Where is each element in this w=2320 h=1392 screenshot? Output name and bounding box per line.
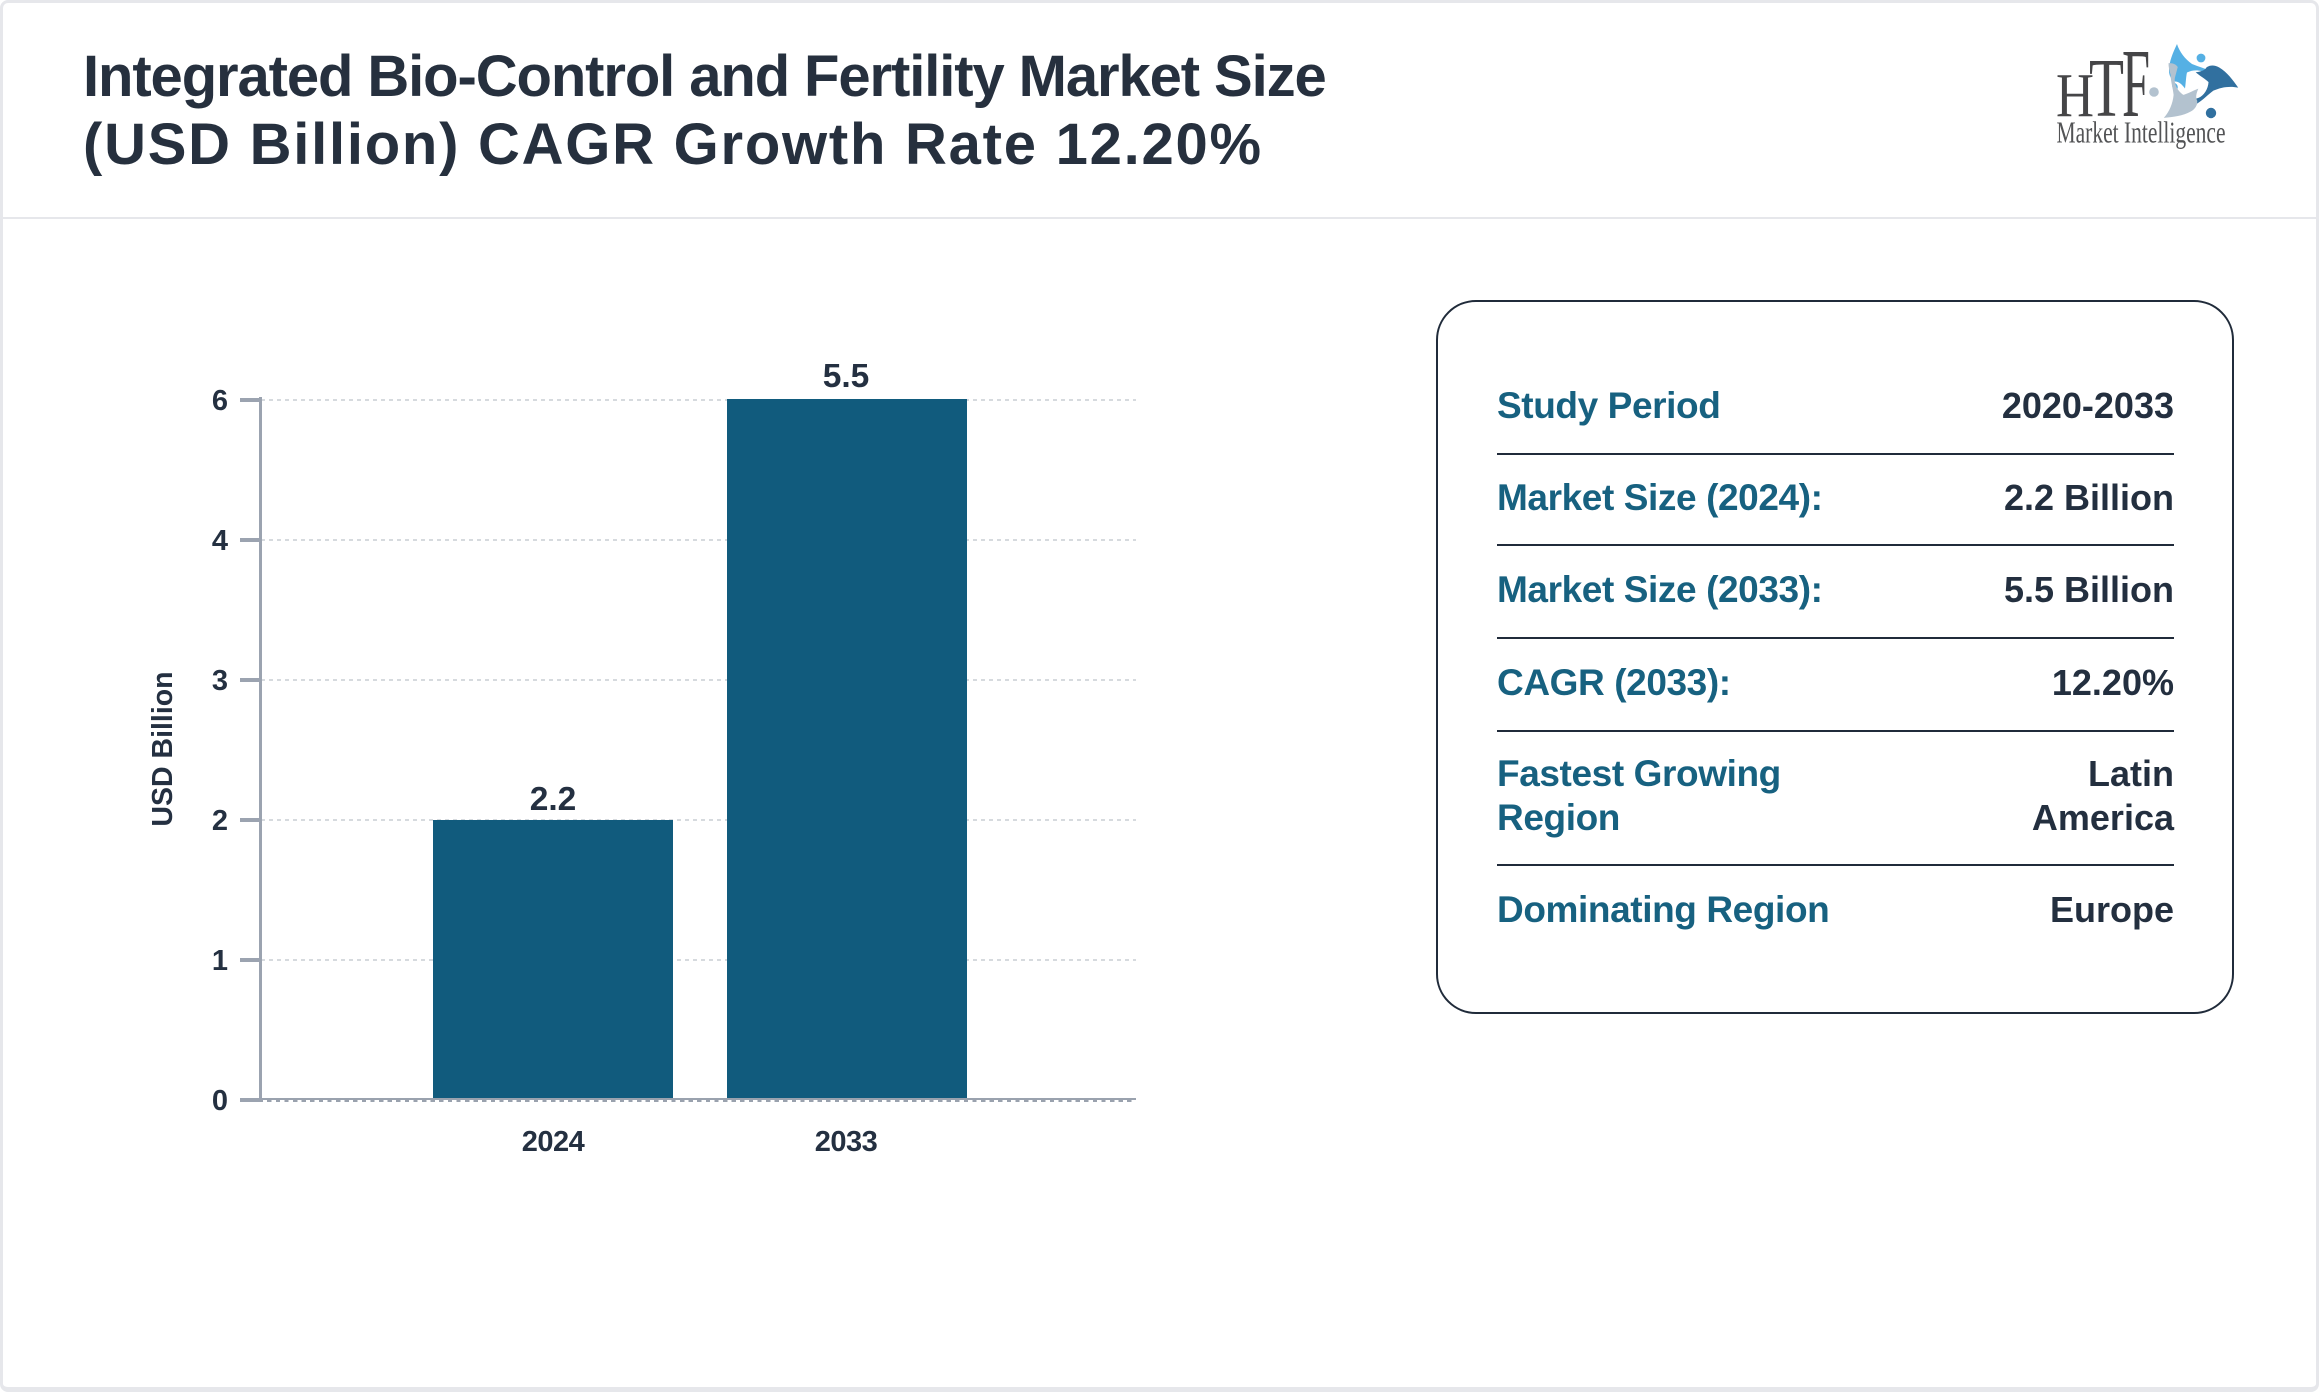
- svg-text:F: F: [2122, 38, 2150, 137]
- svg-text:Market Intelligence: Market Intelligence: [2057, 115, 2226, 150]
- svg-text:T: T: [2089, 42, 2124, 135]
- svg-text:H: H: [2056, 62, 2094, 130]
